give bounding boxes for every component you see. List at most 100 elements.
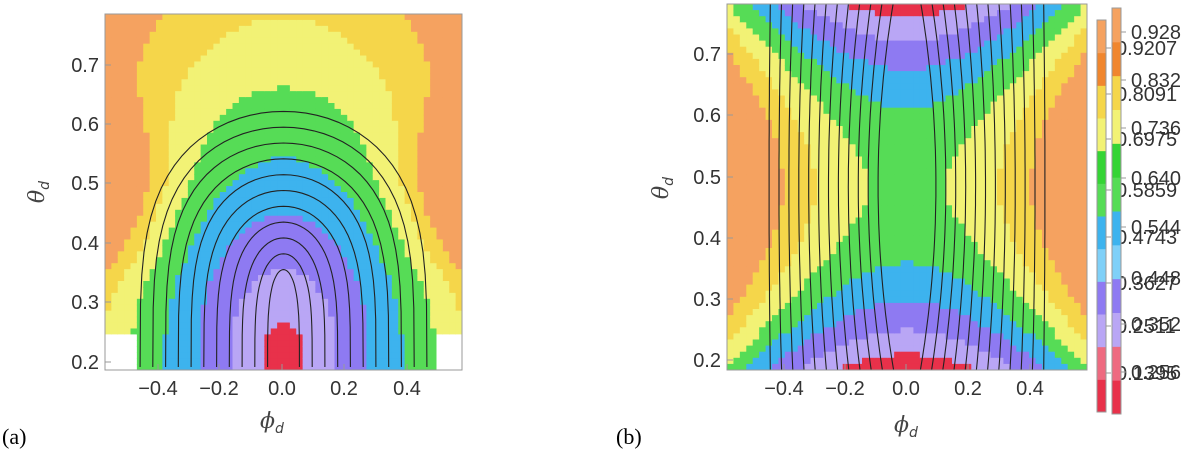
heatmap-cell [328, 215, 336, 223]
heatmap-cell [417, 186, 425, 193]
heatmap-cell [455, 150, 462, 157]
heatmap-cell [175, 180, 183, 187]
heatmap-cell [784, 260, 792, 267]
heatmap-cell [226, 304, 234, 312]
heatmap-cell [124, 245, 132, 252]
heatmap-cell [739, 339, 747, 347]
heatmap-cell [759, 174, 767, 182]
heatmap-cell [175, 286, 183, 294]
heatmap-cell [143, 203, 151, 211]
heatmap-cell [836, 16, 844, 23]
heatmap-cell [778, 156, 786, 164]
heatmap-cell [156, 251, 163, 258]
heatmap-cell [321, 322, 329, 330]
heatmap-cell [823, 34, 831, 42]
heatmap-cell [200, 97, 208, 104]
heatmap-cell [887, 199, 895, 206]
heatmap-cell [321, 120, 329, 128]
heatmap-cell [111, 304, 119, 312]
heatmap-cell [874, 34, 882, 42]
heatmap-cell [823, 52, 831, 60]
heatmap-cell [436, 203, 444, 211]
heatmap-cell [855, 16, 863, 23]
heatmap-cell [836, 278, 844, 286]
heatmap-cell [804, 333, 812, 341]
heatmap-cell [752, 28, 760, 36]
heatmap-cell [842, 10, 850, 17]
heatmap-cell [136, 14, 144, 21]
heatmap-cell [436, 257, 444, 264]
heatmap-cell [423, 49, 431, 57]
heatmap-cell [817, 217, 825, 225]
heatmap-cell [862, 71, 870, 78]
heatmap-cell [385, 120, 393, 128]
heatmap-cell [842, 211, 850, 219]
heatmap-cell [213, 251, 221, 258]
heatmap-cell [842, 144, 850, 151]
heatmap-cell [321, 174, 329, 181]
heatmap-cell [746, 357, 754, 365]
heatmap-cell [391, 120, 399, 128]
heatmap-cell [200, 192, 208, 199]
heatmap-cell [430, 168, 438, 175]
heatmap-cell [379, 43, 387, 51]
heatmap-cell [881, 278, 889, 286]
heatmap-cell [321, 108, 329, 116]
heatmap-cell [887, 58, 895, 66]
heatmap-cell [238, 97, 246, 104]
heatmap-cell [277, 162, 285, 169]
heatmap-cell [143, 19, 151, 27]
heatmap-cell [765, 10, 773, 17]
heatmap-cell [449, 192, 457, 199]
heatmap-cell [130, 316, 138, 324]
heatmap-cell [778, 284, 786, 292]
heatmap-cell [791, 309, 799, 316]
heatmap-cell [442, 215, 450, 223]
heatmap-cell [187, 239, 195, 246]
heatmap-cell [277, 37, 285, 45]
heatmap-cell [791, 187, 799, 194]
heatmap-cell [175, 192, 183, 199]
heatmap-cell [855, 174, 863, 182]
heatmap-cell [124, 192, 132, 199]
heatmap-cell [130, 346, 138, 353]
heatmap-cell [874, 278, 882, 286]
heatmap-cell [194, 174, 202, 181]
heatmap-cell [360, 55, 367, 63]
heatmap-cell [862, 193, 870, 200]
heatmap-cell [207, 203, 214, 211]
heatmap-cell [404, 364, 412, 370]
heatmap-cell [752, 107, 760, 115]
heatmap-cell [836, 284, 844, 292]
heatmap-cell [270, 49, 278, 57]
heatmap-cell [136, 251, 144, 258]
heatmap-cell [810, 101, 818, 109]
heatmap-cell [302, 251, 310, 258]
heatmap-cell [232, 91, 240, 98]
heatmap-cell [321, 292, 329, 300]
heatmap-cell [391, 352, 399, 359]
heatmap-cell [849, 193, 857, 200]
heatmap-cell [340, 85, 348, 92]
heatmap-cell [245, 227, 253, 235]
heatmap-cell [887, 113, 895, 121]
heatmap-cell [379, 162, 387, 169]
heatmap-cell [321, 215, 329, 223]
heatmap-cell [353, 251, 361, 258]
heatmap-cell [752, 101, 760, 109]
heatmap-cell [778, 168, 786, 176]
heatmap-cell [200, 14, 208, 21]
heatmap-cell [111, 334, 119, 341]
heatmap-cell [136, 174, 144, 181]
heatmap-cell [105, 67, 112, 74]
heatmap-cell [449, 126, 457, 134]
heatmap-cell [270, 263, 278, 270]
heatmap-cell [328, 251, 336, 258]
heatmap-cell [797, 290, 805, 298]
heatmap-cell [887, 315, 895, 322]
heatmap-cell [817, 199, 825, 206]
heatmap-cell [442, 358, 450, 365]
heatmap-cell [379, 328, 387, 335]
heatmap-cell [791, 65, 799, 72]
heatmap-cell [855, 34, 863, 42]
